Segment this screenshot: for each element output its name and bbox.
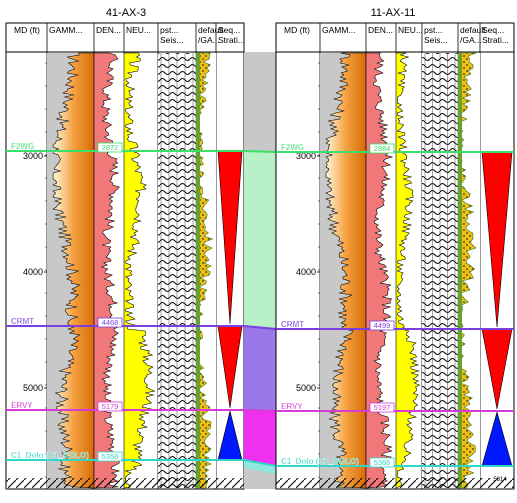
- track-header: NEU...: [398, 25, 423, 35]
- formation-top-depth: 4468: [102, 318, 119, 327]
- formation-top-depth: 5366: [374, 458, 391, 467]
- formation-top-depth-box: [97, 451, 123, 462]
- track-header: MD (ft): [14, 25, 40, 35]
- formation-top-name: F2WG: [11, 142, 34, 151]
- formation-top-depth: 4499: [374, 321, 391, 330]
- formation-top-depth-box: [369, 143, 395, 154]
- formation-top-depth-box: [97, 317, 123, 328]
- correlation-zone: [244, 151, 276, 329]
- track-header: /GA...: [198, 35, 220, 45]
- formation-top-depth: 5358: [102, 452, 119, 461]
- formation-top-depth: 5197: [374, 403, 391, 412]
- gamma-ray-curve: [325, 52, 367, 489]
- bottom-hatch: [276, 478, 514, 488]
- correlation-line: [243, 150, 277, 153]
- track-header: Strati...: [482, 35, 509, 45]
- lithology-shale: [196, 53, 200, 488]
- track-header: Seq...: [218, 25, 240, 35]
- well-title: 41-AX-3: [106, 7, 146, 19]
- correlation-gap: [243, 52, 277, 489]
- formation-top-depth-box: [369, 320, 395, 331]
- formation-top-depth-box: [369, 402, 395, 413]
- track-header: Seis...: [160, 35, 184, 45]
- formation-top-depth-box: [97, 142, 123, 153]
- well-panel-right[interactable]: 11-AX-11 MD (ft) GAMM... DEN... NEU... pst..…: [275, 7, 515, 490]
- track-header: GAMM...: [322, 25, 356, 35]
- bottom-depth: 5814: [493, 477, 507, 483]
- correlation-line: [243, 459, 277, 467]
- formation-top-name: CRMT: [281, 320, 304, 329]
- sequence-triangle-red: [217, 325, 243, 409]
- log-tracks: [6, 52, 244, 489]
- correlation-line: [243, 325, 277, 330]
- track-header: Seis...: [424, 35, 448, 45]
- formation-top-name: F2WG: [281, 143, 304, 152]
- depth-axis: 3000 4000 5000: [296, 62, 320, 478]
- formation-top-depth: 2872: [102, 143, 119, 152]
- track-header: DEN...: [96, 25, 121, 35]
- track-header: pst...: [424, 25, 442, 35]
- formation-tops[interactable]: F2WG 2872 CRMT 4468 ERVY 5179 C1_Dolo (C1_DOLO…: [6, 142, 244, 462]
- track-header: GAMM...: [49, 25, 83, 35]
- correlation-zone: [244, 326, 276, 411]
- formation-top-depth: 2884: [374, 144, 391, 153]
- formation-tops[interactable]: F2WG 2884 CRMT 4499 ERVY 5197 C1_Dolo (C1_DOLO…: [276, 143, 514, 468]
- track-header: MD (ft): [284, 25, 310, 35]
- depth-tick-label: 4000: [23, 267, 43, 277]
- formation-top-name: CRMT: [11, 317, 34, 326]
- bottom-hatch: [6, 478, 244, 488]
- formation-top-depth-box: [97, 401, 123, 412]
- density-curve: [93, 52, 121, 489]
- track-header: Strati...: [218, 35, 245, 45]
- track-header: default: [460, 25, 486, 35]
- gamma-ray-curve: [52, 52, 95, 489]
- correlation-zone: [244, 410, 276, 466]
- well-frame: [275, 22, 515, 490]
- formation-top-depth-box: [369, 457, 395, 468]
- depth-tick-label: 3000: [23, 151, 43, 161]
- formation-top-name: ERVY: [281, 402, 303, 411]
- track-header: default: [198, 25, 224, 35]
- formation-top-name: ERVY: [11, 401, 33, 410]
- well-panel-left[interactable]: 41-AX-3 MD (ft) GAMM... DEN... NEU... pst...…: [5, 7, 245, 490]
- correlation-line: [243, 409, 277, 412]
- sequence-triangle-red: [217, 150, 243, 325]
- track-header: NEU...: [126, 25, 151, 35]
- log-tracks: [276, 52, 514, 489]
- track-header: Seq...: [482, 25, 504, 35]
- depth-tick-label: 5000: [23, 383, 43, 393]
- depth-tick-label: 3000: [296, 151, 316, 161]
- track-header: DEN...: [368, 25, 393, 35]
- sequence-triangle-blue: [481, 410, 513, 467]
- correlation-zone: [244, 460, 276, 474]
- neutron-curve: [123, 52, 156, 489]
- sequence-triangle-red: [481, 151, 513, 328]
- neutron-curve: [395, 52, 421, 489]
- formation-top-name: C1_Dolo (C1_DOLO): [281, 457, 359, 466]
- depth-tick-label: 5000: [296, 383, 316, 393]
- sequence-triangle-red: [481, 328, 513, 410]
- formation-top-depth: 5179: [102, 402, 119, 411]
- density-curve: [365, 52, 394, 489]
- depth-tick-label: 4000: [296, 267, 316, 277]
- formation-top-name: C1_Dolo (C1_DOLO): [11, 451, 89, 460]
- depth-axis: 3000 4000 5000: [23, 62, 47, 478]
- track-header: /GA...: [460, 35, 482, 45]
- well-title: 11-AX-11: [371, 7, 416, 19]
- lithology-shale: [458, 53, 462, 488]
- track-header: pst...: [160, 25, 178, 35]
- sequence-triangle-blue: [217, 410, 243, 461]
